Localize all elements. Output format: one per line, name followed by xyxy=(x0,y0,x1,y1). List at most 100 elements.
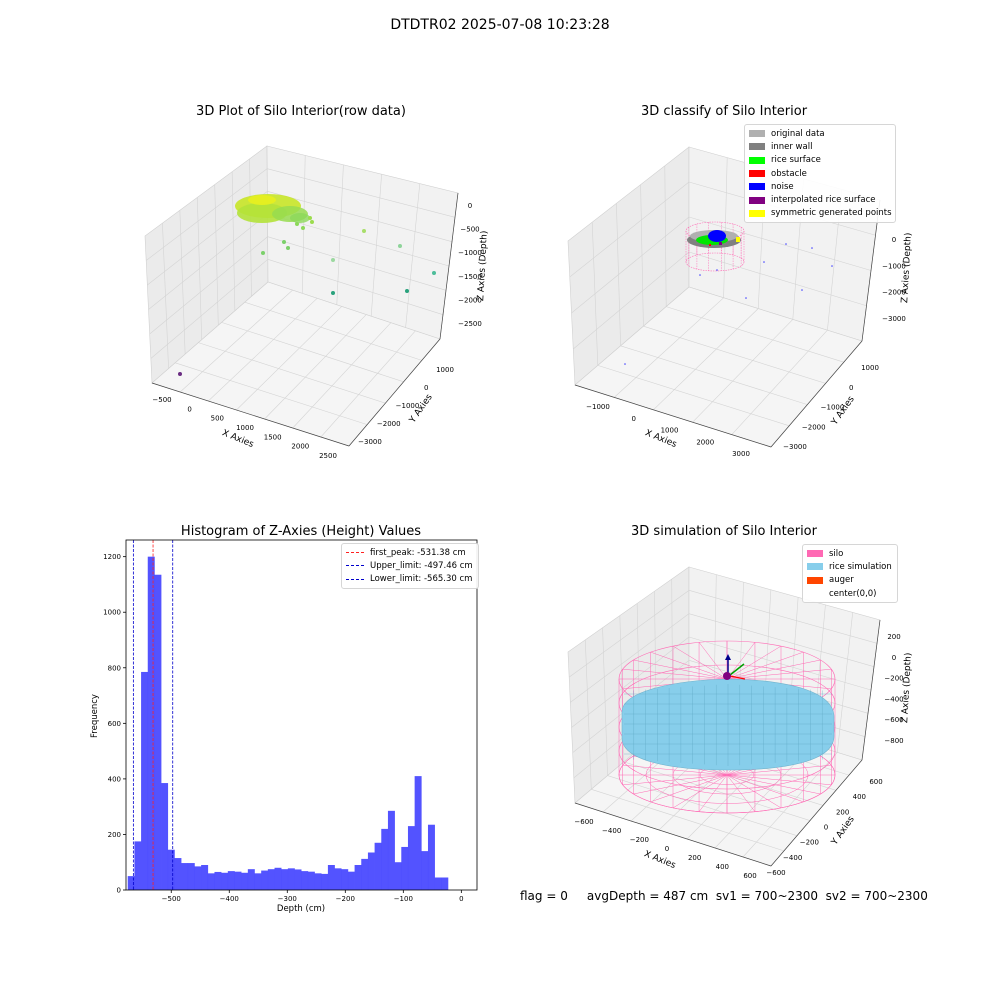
grid-line xyxy=(267,236,447,291)
data-point xyxy=(301,226,305,230)
legend-entry: center(0,0) xyxy=(807,587,893,600)
y-axis-line xyxy=(348,338,441,447)
y-tick-label: 200 xyxy=(108,831,121,839)
legend-label: inner wall xyxy=(771,141,813,152)
x-tick-label: −200 xyxy=(630,836,649,844)
legend-swatch xyxy=(749,183,765,191)
grid-line xyxy=(148,213,268,310)
z-tick-label: −600 xyxy=(884,716,903,724)
legend-swatch xyxy=(749,156,765,164)
legend-entry: first_peak: -531.38 cm xyxy=(346,546,474,559)
y-tick-label: −3000 xyxy=(358,438,382,446)
legend-label: center(0,0) xyxy=(829,588,877,599)
histogram-bar xyxy=(234,871,242,890)
grid-line xyxy=(569,181,690,278)
histogram-bar xyxy=(354,865,362,890)
y-tick-label: 200 xyxy=(836,808,849,816)
x-tick-label: 200 xyxy=(688,854,701,862)
data-point xyxy=(398,244,402,248)
x-tick-label: 600 xyxy=(743,872,756,880)
legend-entry: inner wall xyxy=(749,140,891,153)
data-point xyxy=(432,271,436,275)
data-point xyxy=(178,372,182,376)
legend-swatch xyxy=(749,209,765,217)
legend-line-swatch xyxy=(346,552,364,554)
legend-entry: interpolated rice surface xyxy=(749,193,891,206)
x-tick-label: −600 xyxy=(574,818,593,826)
data-point xyxy=(362,229,366,233)
z-tick-label: −2000 xyxy=(882,289,906,297)
legend-entry: rice surface xyxy=(749,154,891,167)
legend-swatch xyxy=(749,170,765,178)
data-point xyxy=(405,289,409,293)
silo-spoke xyxy=(650,651,728,680)
histogram-bar xyxy=(281,869,289,890)
x-tick-label: −500 xyxy=(162,895,181,903)
noise-point xyxy=(716,269,718,271)
histogram-bar xyxy=(434,877,442,890)
histogram-bar xyxy=(161,783,169,890)
histogram-bar xyxy=(194,866,202,890)
auger-marker xyxy=(723,654,746,680)
z-tick-label: 0 xyxy=(468,202,472,210)
noise-point xyxy=(763,261,765,263)
legend-entry: auger xyxy=(807,574,893,587)
z-tick-label: −2500 xyxy=(458,320,482,328)
z-tick-label: −800 xyxy=(884,737,903,745)
legend-entry: original data xyxy=(749,127,891,140)
legend-entry: noise xyxy=(749,180,891,193)
legend-swatch xyxy=(749,196,765,204)
legend-label: noise xyxy=(771,181,794,192)
y-tick-label: −2000 xyxy=(377,420,401,428)
x-tick-label: 500 xyxy=(211,415,224,423)
legend-swatch xyxy=(749,130,765,138)
y-tick-label: 0 xyxy=(849,384,853,392)
noise-point xyxy=(801,289,803,291)
silo-spoke xyxy=(726,668,832,680)
histogram-bars xyxy=(127,556,449,890)
dense-point-cloud xyxy=(248,195,276,205)
grid-line xyxy=(150,259,269,359)
legend-label: original data xyxy=(771,128,825,139)
histogram-bar xyxy=(261,870,269,890)
x-tick-label: 2000 xyxy=(291,443,309,451)
data-point xyxy=(286,246,290,250)
z-tick-label: −1500 xyxy=(458,273,482,281)
histogram-bar xyxy=(241,872,249,890)
histogram-bar xyxy=(287,868,295,890)
grid-line xyxy=(236,306,342,411)
auger-center-point xyxy=(723,672,731,680)
y-tick-label: 400 xyxy=(108,775,121,783)
legend-entry: symmetric generated points xyxy=(749,207,892,220)
panel4-legend: silo rice simulation auger center(0,0) xyxy=(802,544,898,604)
grid-line xyxy=(571,216,690,314)
grid-line xyxy=(666,306,844,363)
grid-line xyxy=(208,298,318,402)
grid-line xyxy=(149,236,268,335)
z-tick-label: 0 xyxy=(892,236,896,244)
x-axis-line xyxy=(574,802,772,867)
histogram-bar xyxy=(361,858,369,890)
histogram-bar xyxy=(147,556,155,890)
x-axis-line xyxy=(574,384,772,448)
legend-swatch xyxy=(807,576,823,584)
x-tick-label: 0 xyxy=(187,405,191,413)
legend-swatch xyxy=(749,143,765,151)
x-tick-label: −500 xyxy=(152,396,171,404)
panel4-ticks: −600−400−20002004006006004002000−200−400… xyxy=(574,633,903,880)
interpolated-points xyxy=(719,242,722,245)
legend-line-swatch xyxy=(346,565,364,567)
grid-line xyxy=(688,216,872,271)
data-point xyxy=(261,251,265,255)
histogram-bar xyxy=(201,865,209,890)
histogram-bar xyxy=(381,828,389,890)
x-tick-label: 1500 xyxy=(264,433,282,441)
panel2-title: 3D classify of Silo Interior xyxy=(640,104,808,119)
grid-line xyxy=(613,297,724,398)
histogram-bar xyxy=(394,862,402,890)
grid-line xyxy=(597,365,790,427)
x-tick-label: 2500 xyxy=(319,452,337,460)
histogram-bar xyxy=(321,873,329,890)
